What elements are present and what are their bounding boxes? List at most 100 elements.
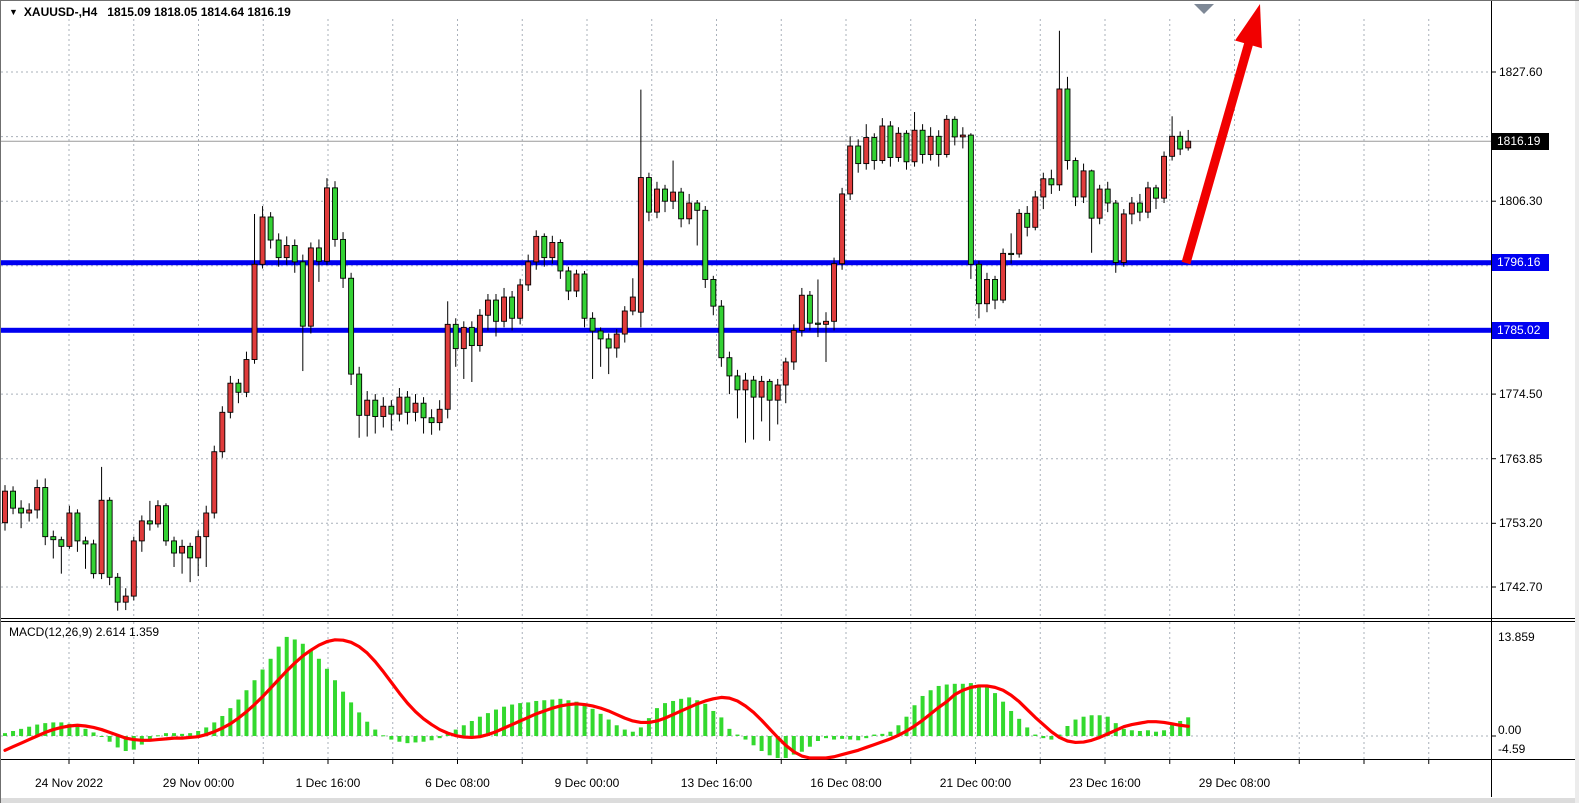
macd-histogram-bar	[107, 736, 112, 742]
macd-histogram-bar	[550, 699, 555, 736]
candlestick	[484, 299, 491, 316]
macd-histogram-bar	[316, 658, 321, 736]
candlestick	[372, 399, 379, 417]
candlestick	[283, 245, 290, 259]
trend-arrow-head[interactable]	[1235, 4, 1262, 49]
time-axis-label-8[interactable]: 21 Dec 00:00	[939, 776, 1012, 790]
macd-axis-label-max: 13.859	[1498, 630, 1535, 644]
candlestick	[911, 129, 918, 163]
macd-histogram-bar	[574, 701, 579, 736]
candlestick	[903, 132, 910, 163]
candlestick	[678, 191, 685, 220]
macd-histogram-bar	[1073, 719, 1078, 736]
macd-histogram-bar	[510, 704, 515, 736]
macd-histogram-bar	[993, 693, 998, 736]
candlestick	[605, 338, 612, 349]
candlestick	[975, 263, 982, 305]
macd-histogram-bar	[1089, 715, 1094, 736]
macd-histogram-bar	[204, 727, 209, 736]
candlestick	[517, 284, 524, 319]
macd-histogram-bar	[381, 735, 386, 737]
candlestick	[324, 187, 330, 262]
time-axis-label-10[interactable]: 29 Dec 08:00	[1198, 776, 1271, 790]
support-resistance-line-1785.02[interactable]	[1, 327, 1491, 333]
symbol-dropdown-icon[interactable]: ▼	[9, 7, 18, 17]
macd-indicator-label: MACD(12,26,9) 2.614 1.359	[9, 625, 160, 639]
time-axis-label-3[interactable]: 1 Dec 16:00	[295, 776, 361, 790]
time-axis-label-7[interactable]: 16 Dec 08:00	[810, 776, 882, 790]
candlestick	[396, 396, 403, 415]
candlestick	[1048, 178, 1055, 186]
macd-histogram-bar	[163, 733, 168, 736]
price-axis-label-1753.20: 1753.20	[1499, 516, 1543, 531]
price-axis-label-1774.50: 1774.50	[1499, 387, 1543, 402]
macd-histogram-bar	[832, 736, 837, 740]
candlestick	[919, 129, 926, 155]
macd-histogram-bar	[147, 736, 152, 740]
window-footer-strip	[1, 798, 1579, 803]
macd-histogram-bar	[1121, 728, 1126, 736]
macd-histogram-bar	[373, 729, 378, 736]
macd-histogram-bar	[711, 710, 716, 736]
macd-histogram-bar	[904, 716, 909, 736]
time-axis-label-6[interactable]: 13 Dec 16:00	[680, 776, 753, 790]
candlestick	[1145, 187, 1151, 213]
time-axis-label-2[interactable]: 29 Nov 00:00	[162, 776, 235, 790]
macd-histogram-bar	[19, 728, 24, 736]
candlestick	[356, 373, 363, 416]
macd-axis-label-min: -4.59	[1498, 742, 1526, 756]
macd-histogram-bar	[115, 736, 120, 748]
candlestick	[42, 487, 49, 538]
chart-shift-marker-icon[interactable]	[1194, 4, 1214, 14]
trend-arrow-shaft[interactable]	[1181, 37, 1255, 265]
macd-histogram-bar	[445, 733, 450, 736]
candlestick	[130, 540, 137, 597]
candlestick	[541, 235, 548, 259]
candlestick	[1040, 178, 1047, 198]
candlestick	[509, 296, 516, 319]
candlestick	[1008, 252, 1015, 256]
candlestick	[138, 520, 145, 542]
macd-histogram-bar	[461, 725, 466, 736]
macd-histogram-bar	[453, 729, 458, 736]
candlestick	[895, 132, 902, 158]
candlestick	[766, 380, 773, 401]
macd-histogram-bar	[1017, 718, 1022, 736]
candlestick	[847, 145, 854, 195]
macd-histogram-bar	[646, 718, 651, 736]
time-axis-label-5[interactable]: 9 Dec 00:00	[554, 776, 620, 790]
candlestick	[187, 545, 194, 559]
time-axis-label-9[interactable]: 23 Dec 16:00	[1069, 776, 1141, 790]
candlestick	[315, 247, 322, 262]
candlestick	[645, 177, 652, 213]
candlestick	[549, 242, 556, 259]
candlestick	[686, 202, 693, 220]
candlestick	[1112, 202, 1119, 263]
window-side-strip	[1575, 1, 1579, 803]
candlestick	[726, 357, 733, 377]
macd-histogram-bar	[791, 736, 796, 755]
candlestick	[662, 188, 668, 202]
candlestick	[790, 329, 797, 363]
candlestick	[420, 402, 427, 419]
candlestick	[597, 330, 604, 340]
macd-histogram-bar	[976, 684, 981, 736]
symbol-period-label: XAUUSD-,H4	[23, 5, 98, 19]
macd-histogram-bar	[582, 704, 587, 736]
macd-histogram-bar	[220, 715, 225, 736]
macd-histogram-bar	[67, 723, 72, 736]
macd-histogram-bar	[1025, 727, 1030, 736]
time-axis-label-4[interactable]: 6 Dec 08:00	[425, 776, 490, 790]
time-axis-label-1[interactable]: 24 Nov 2022	[34, 776, 104, 790]
macd-histogram-bar	[960, 683, 965, 736]
candlestick	[581, 273, 588, 319]
candlestick	[493, 299, 499, 322]
candlestick	[58, 539, 65, 547]
support-resistance-line-1796.16[interactable]	[1, 260, 1491, 266]
candlestick	[758, 380, 765, 398]
macd-histogram-bar	[59, 722, 64, 736]
macd-histogram-bar	[292, 639, 297, 736]
candlestick	[404, 396, 411, 413]
